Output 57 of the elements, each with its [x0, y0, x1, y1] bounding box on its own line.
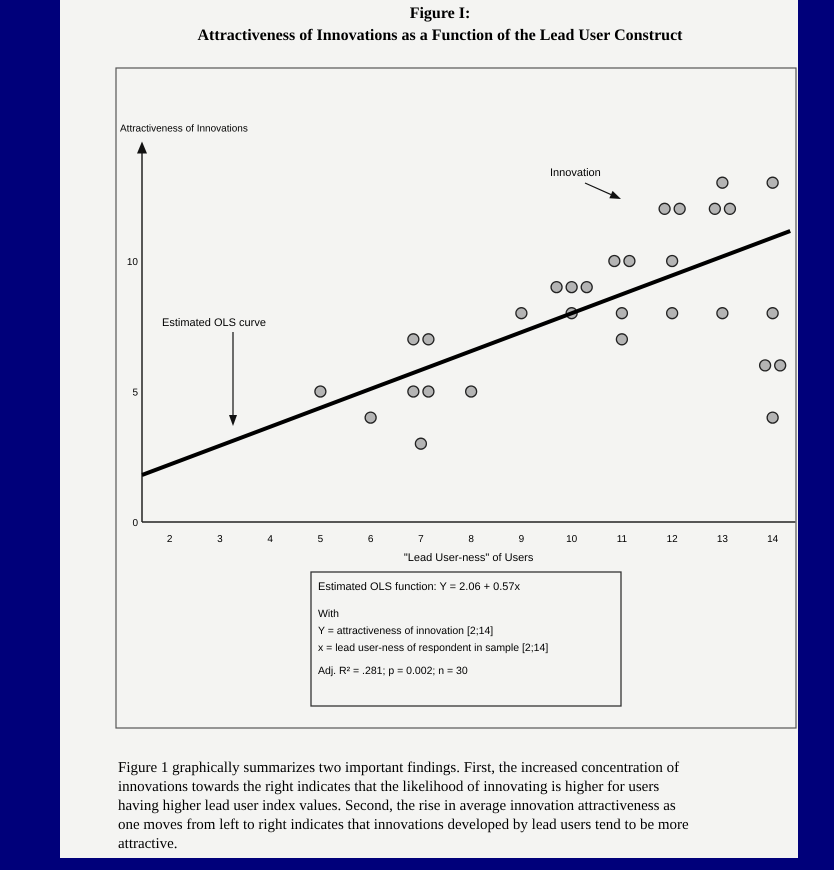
- point: [616, 333, 628, 346]
- point: [708, 202, 721, 215]
- x-tick-label: 11: [616, 534, 628, 545]
- caption: Figure 1 graphically summarizes two important findings. First, the increased concentration of innovations towards the right indicates that the likelihood of innovating is higher for users having higher lead user index values. Second, the rise in average innovation attractiveness as one moves from left to right indicates that innovations developed by lead users tend to be more attractive.: [118, 760, 690, 852]
- point: [407, 333, 420, 346]
- x-tick-label: 4: [267, 534, 274, 545]
- point: [758, 359, 772, 372]
- point: [565, 280, 578, 294]
- chart-title: Figure I:: [410, 5, 470, 22]
- text: Estimated OLS function: Y = 2.06 + 0.57x: [318, 581, 520, 593]
- x-tick-label: 12: [666, 534, 678, 545]
- annotation: Estimated OLS curve: [162, 317, 266, 329]
- point: [608, 254, 620, 268]
- x-tick-label: 9: [518, 534, 525, 545]
- text: With: [318, 608, 340, 620]
- point: [716, 176, 729, 189]
- annotation: Innovation: [550, 167, 601, 179]
- point: [724, 202, 736, 215]
- x-tick-label: 8: [468, 534, 474, 545]
- point: [766, 307, 779, 320]
- y-tick-label: 10: [126, 257, 138, 268]
- point: [666, 307, 678, 320]
- text: Y = attractiveness of innovation [2;14]: [318, 625, 494, 637]
- point: [364, 411, 377, 424]
- x-tick-label: 14: [767, 534, 779, 545]
- point: [464, 385, 478, 398]
- point: [716, 307, 729, 320]
- y-tick-label: 0: [132, 518, 138, 529]
- x-tick-label: 7: [418, 534, 424, 545]
- point: [422, 385, 435, 398]
- point: [414, 438, 428, 450]
- x-axis-title: "Lead User-ness" of Users: [404, 552, 534, 564]
- point: [550, 280, 563, 294]
- point: [407, 385, 420, 398]
- point: [674, 202, 686, 215]
- x-tick-label: 10: [566, 534, 578, 545]
- y-tick-label: 5: [132, 388, 138, 398]
- point: [616, 307, 628, 320]
- point: [766, 176, 779, 189]
- x-tick-label: 6: [368, 534, 374, 545]
- point: [314, 385, 327, 398]
- point: [580, 280, 593, 294]
- x-tick-label: 5: [318, 534, 324, 545]
- x-tick-label: 3: [217, 534, 224, 545]
- x-tick-label: 2: [166, 534, 173, 545]
- x-tick-label: 13: [716, 534, 728, 545]
- point: [774, 359, 786, 372]
- y-axis-title: Attractiveness of Innovations: [120, 124, 248, 135]
- chart-subtitle: Attractiveness of Innovations as a Function of the Lead User Construct: [197, 27, 684, 44]
- point: [766, 411, 779, 424]
- point: [658, 202, 671, 215]
- point: [623, 254, 636, 268]
- text: Adj. R² = .281; p = 0.002; n = 30: [318, 665, 468, 677]
- point: [422, 333, 435, 346]
- point: [515, 307, 528, 320]
- text: x = lead user-ness of respondent in sample [2;14]: [318, 642, 548, 654]
- point: [666, 254, 678, 268]
